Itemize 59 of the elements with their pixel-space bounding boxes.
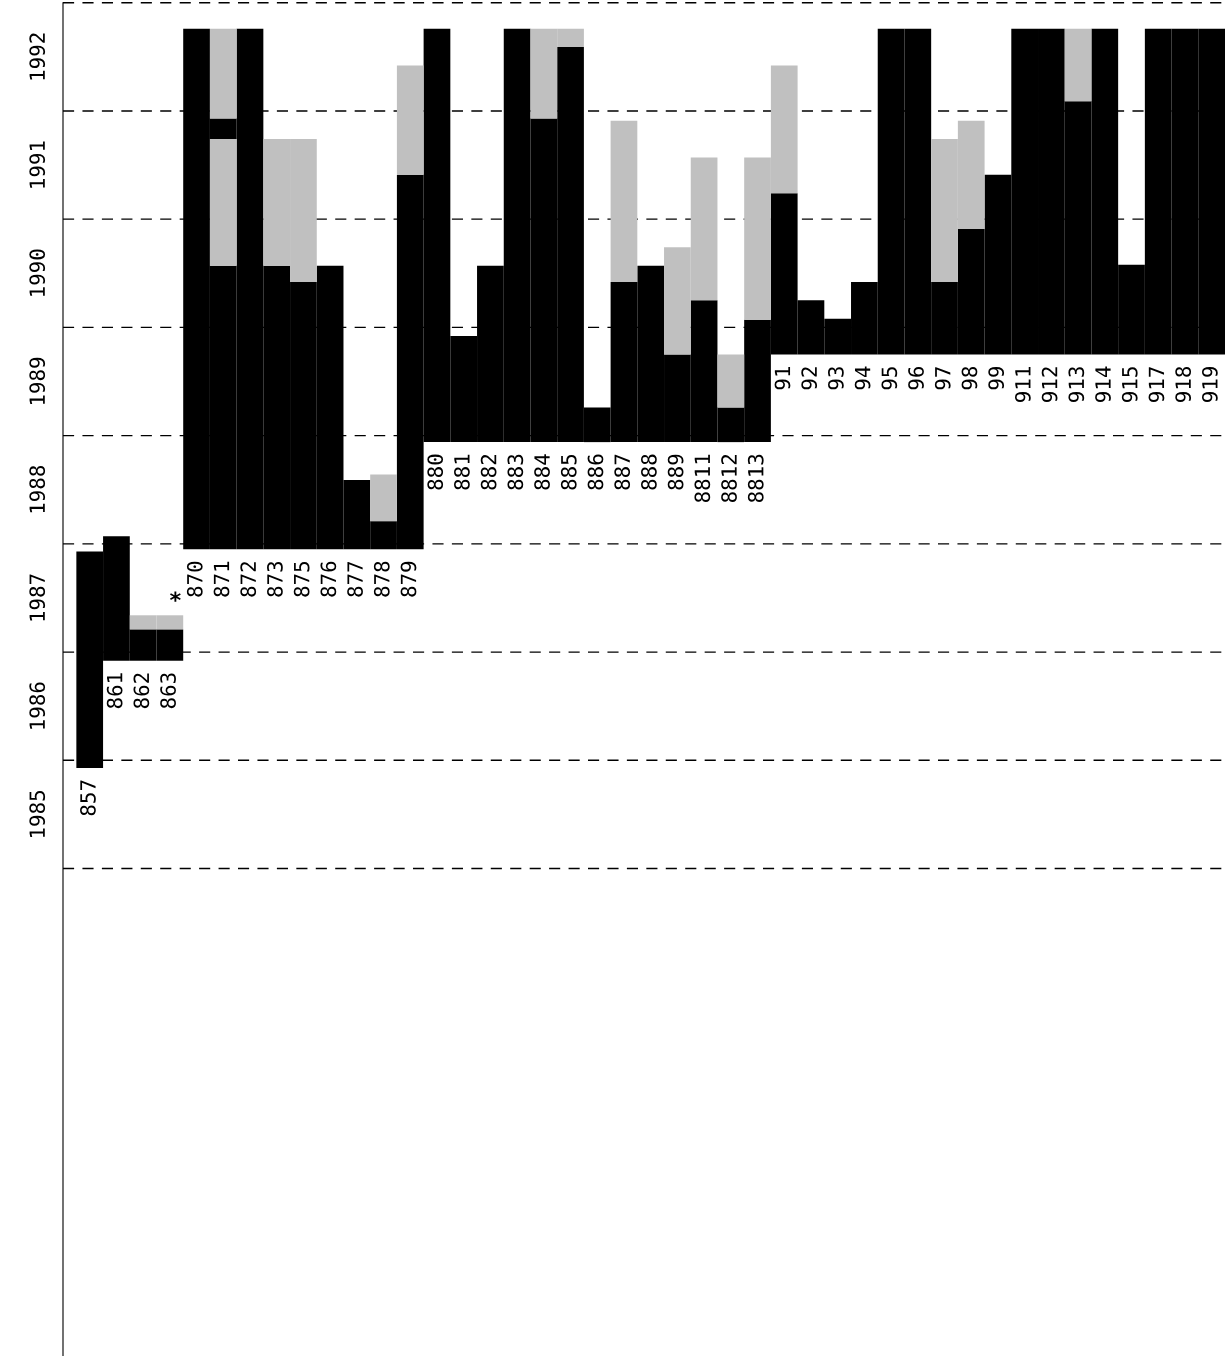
x-tick-label: 880: [427, 454, 444, 490]
x-tick-label: 878: [373, 561, 390, 597]
y-tick-label: 1987: [29, 574, 46, 621]
x-tick-label: 8811: [694, 454, 711, 503]
x-tick-label: 91: [774, 366, 791, 390]
x-tick-label: 885: [560, 454, 577, 490]
x-tick-label: 911: [1015, 366, 1031, 402]
x-tick-label: 98: [961, 366, 978, 390]
bar: [370, 474, 397, 522]
x-tick-label: 93: [828, 367, 844, 390]
bar: [396, 65, 424, 175]
y-tick-label: 1986: [29, 682, 46, 729]
x-tick-label: 8812: [721, 455, 737, 503]
x-tick-label: 863: [160, 673, 176, 709]
annotation: *: [170, 591, 181, 602]
x-tick-label: 99: [988, 366, 1005, 390]
x-tick-label: 913: [1068, 367, 1085, 402]
y-tick-label: 1990: [29, 249, 46, 296]
x-tick-label: 883: [507, 454, 524, 490]
x-tick-label: 871: [213, 561, 230, 597]
x-tick-label: 872: [240, 562, 257, 597]
x-tick-label: 873: [267, 561, 283, 597]
bar: [209, 139, 237, 266]
x-tick-label: 889: [667, 454, 684, 490]
x-tick-label: 912: [1041, 367, 1058, 402]
x-tick-label: 875: [293, 562, 310, 597]
x-tick-label: 96: [908, 366, 924, 390]
bar: [209, 28, 237, 119]
x-tick-label: 876: [320, 561, 337, 597]
y-tick-label: 1989: [29, 357, 46, 405]
x-tick-label: 918: [1175, 366, 1192, 402]
x-tick-label: 862: [133, 673, 150, 709]
x-tick-label: 915: [1121, 367, 1138, 402]
bar: [610, 120, 638, 282]
x-tick-label: 917: [1148, 367, 1165, 402]
x-tick-label: 881: [454, 454, 470, 490]
x-tick-label: 919: [1201, 366, 1218, 402]
x-tick-label: 887: [614, 454, 631, 490]
bar: [717, 354, 745, 408]
x-tick-label: 857: [80, 780, 96, 816]
x-tick-label: 8813: [747, 454, 764, 503]
x-tick-label: 888: [641, 454, 657, 490]
x-tick-label: 97: [934, 367, 951, 390]
x-tick-label: 914: [1095, 366, 1111, 402]
x-tick-label: 94: [854, 366, 871, 390]
y-tick-label: 1991: [29, 141, 46, 188]
x-tick-label: 879: [400, 561, 417, 597]
y-tick-label: 1992: [29, 33, 46, 80]
x-tick-label: 877: [347, 561, 363, 597]
x-tick-label: 861: [106, 673, 123, 709]
x-tick-label: 92: [801, 367, 818, 390]
x-tick-label: 870: [186, 561, 203, 597]
x-tick-label: 882: [480, 455, 497, 490]
y-tick-label: 1985: [29, 791, 46, 837]
y-tick-label: 1988: [29, 465, 46, 513]
x-tick-label: 886: [587, 454, 604, 490]
x-tick-label: 95: [881, 367, 898, 390]
x-tick-label: 884: [534, 454, 550, 490]
bar: [1064, 28, 1092, 102]
